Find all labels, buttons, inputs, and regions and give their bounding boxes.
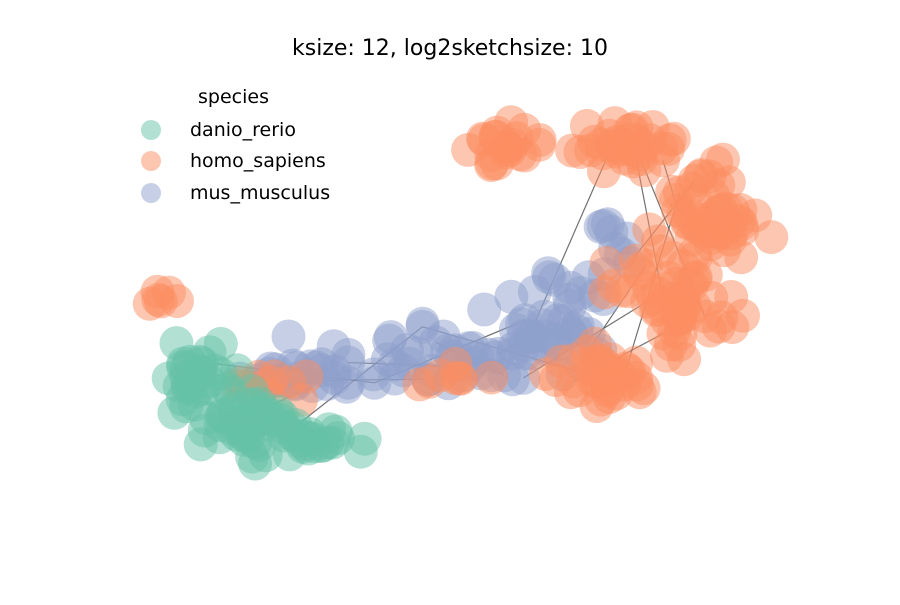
graph-node-homo-sapiens xyxy=(726,298,760,333)
legend-item-danio-rerio: danio_rerio xyxy=(138,114,330,146)
graph-node-homo-sapiens xyxy=(522,127,557,162)
graph-node-danio-rerio xyxy=(236,387,271,422)
graph-node-homo-sapiens xyxy=(604,273,639,308)
legend-marker xyxy=(141,119,161,140)
legend: species danio_rerio homo_sapiens mus_mus… xyxy=(138,86,330,209)
graph-node-homo-sapiens xyxy=(589,245,624,280)
graph-node-homo-sapiens xyxy=(713,222,748,257)
graph-node-homo-sapiens xyxy=(451,132,486,167)
graph-node-homo-sapiens xyxy=(412,364,447,399)
graph-node-mus-musculus xyxy=(356,357,391,392)
graph-node-homo-sapiens xyxy=(643,234,678,269)
graph-node-danio-rerio xyxy=(159,326,194,361)
legend-marker xyxy=(141,151,161,172)
graph-node-homo-sapiens xyxy=(132,286,167,321)
graph-node-danio-rerio xyxy=(182,344,217,379)
graph-node-mus-musculus xyxy=(271,319,306,354)
graph-node-homo-sapiens xyxy=(438,346,473,381)
graph-node-homo-sapiens xyxy=(577,344,612,379)
graph-node-danio-rerio xyxy=(306,428,341,463)
graph-node-homo-sapiens xyxy=(160,284,194,318)
graph-node-mus-musculus xyxy=(331,345,366,380)
graph-node-homo-sapiens xyxy=(711,165,746,200)
graph-node-homo-sapiens xyxy=(666,281,701,316)
graph-node-homo-sapiens xyxy=(474,360,509,395)
legend-title: species xyxy=(198,86,269,108)
graph-node-homo-sapiens xyxy=(555,133,590,168)
legend-item-mus-musculus: mus_musculus xyxy=(138,177,330,209)
graph-node-homo-sapiens xyxy=(616,144,651,179)
legend-item-homo-sapiens: homo_sapiens xyxy=(138,146,330,178)
graph-node-mus-musculus xyxy=(467,292,502,327)
graph-node-mus-musculus xyxy=(590,207,625,242)
legend-label: homo_sapiens xyxy=(190,150,326,173)
graph-node-homo-sapiens xyxy=(672,197,707,232)
legend-marker xyxy=(141,182,161,203)
graph-node-homo-sapiens xyxy=(683,159,718,194)
node-layer xyxy=(132,105,789,481)
graph-node-homo-sapiens xyxy=(538,363,573,397)
graph-node-homo-sapiens xyxy=(619,360,654,395)
graph-node-homo-sapiens xyxy=(649,338,684,373)
legend-label: danio_rerio xyxy=(190,118,296,141)
graph-node-mus-musculus xyxy=(494,279,529,314)
graph-node-homo-sapiens xyxy=(480,115,515,150)
legend-label: mus_musculus xyxy=(190,181,331,204)
graph-node-danio-rerio xyxy=(202,420,237,455)
graph-node-mus-musculus xyxy=(426,319,461,354)
chart-title: ksize: 12, log2sketchsize: 10 xyxy=(292,36,608,61)
